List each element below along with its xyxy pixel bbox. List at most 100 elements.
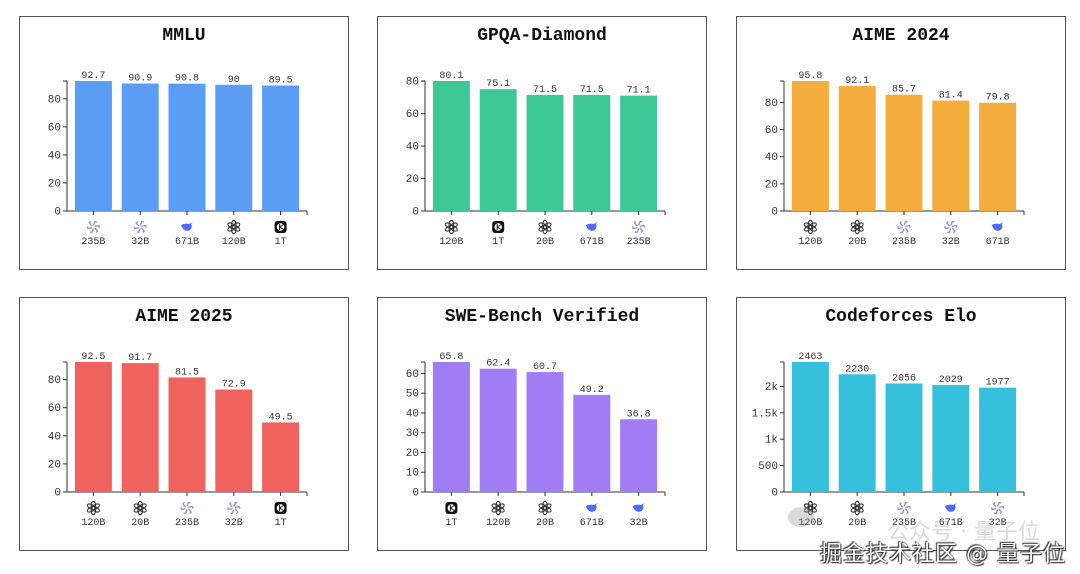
deepseek-icon	[944, 503, 957, 512]
x-tick-label: 20B	[536, 518, 554, 529]
y-tick-label: 40	[48, 150, 61, 162]
bar-value-label: 95.8	[798, 71, 822, 82]
bar-value-label: 90.8	[175, 74, 199, 85]
bar	[573, 394, 611, 492]
qwen-icon	[897, 220, 911, 234]
y-tick-label: 40	[48, 431, 61, 443]
x-tick-label: 120B	[798, 518, 822, 529]
bar	[168, 377, 206, 492]
x-tick-label: 1T	[275, 237, 287, 248]
bar	[979, 387, 1017, 492]
bar	[791, 362, 829, 492]
bar	[838, 374, 876, 492]
x-tick-label: 1T	[275, 518, 287, 529]
y-tick-label: 10	[406, 468, 419, 480]
bar	[479, 368, 517, 492]
x-tick-label: 120B	[486, 518, 510, 529]
chart-gpqa-diamond: 0 20 40 60 80 80.1 120B 75.1 1T 71.5 20B 71.5 671B 71…	[406, 71, 666, 248]
x-tick-label: 235B	[175, 518, 199, 529]
bar-value-label: 79.8	[986, 93, 1010, 104]
bar	[262, 422, 300, 492]
y-tick-label: 80	[765, 98, 778, 110]
bar	[215, 389, 253, 492]
bar	[432, 362, 470, 492]
y-tick-label: 50	[406, 389, 419, 401]
bar-value-label: 90	[228, 75, 240, 86]
bar-value-label: 49.2	[580, 385, 604, 396]
bar	[215, 84, 253, 211]
qwen-icon	[944, 220, 958, 234]
bar-value-label: 75.1	[486, 79, 510, 90]
y-tick-label: 0	[412, 488, 419, 500]
bar	[620, 95, 658, 211]
deepseek-icon	[585, 222, 598, 231]
bar-value-label: 65.8	[439, 352, 463, 363]
y-tick-label: 2k	[765, 382, 779, 394]
y-tick-label: 20	[406, 174, 419, 186]
bar-value-label: 81.5	[175, 367, 199, 378]
y-tick-label: 60	[406, 109, 419, 121]
bar-value-label: 71.5	[580, 85, 604, 96]
x-tick-label: 32B	[942, 237, 960, 248]
chart-swe-bench-verified: 0 10 20 30 40 50 60 65.8 1T 62.4 120B 60.7 20B 49.2 67…	[406, 352, 666, 529]
y-tick-label: 40	[765, 152, 778, 164]
kimi-icon	[274, 221, 287, 233]
y-tick-label: 500	[758, 461, 778, 473]
chart-panel-aime-2024: AIME 2024 0 20 40 60 80 95.8 120B 92.1 20B 85.7 23…	[736, 16, 1066, 270]
y-tick-label: 80	[406, 77, 419, 89]
bar-value-label: 91.7	[128, 353, 152, 364]
y-tick-label: 60	[48, 122, 61, 134]
qwen-icon	[990, 501, 1005, 515]
y-tick-label: 60	[406, 369, 419, 381]
qwen-icon	[180, 501, 194, 515]
x-tick-label: 1T	[445, 518, 457, 529]
x-tick-label: 235B	[892, 518, 916, 529]
x-tick-label: 671B	[175, 237, 199, 248]
bar-value-label: 90.9	[128, 74, 152, 85]
bar	[885, 383, 923, 492]
bar-value-label: 49.5	[269, 412, 293, 423]
wechat-bubble-icon	[788, 507, 814, 527]
bar-value-label: 1977	[986, 378, 1010, 389]
x-tick-label: 120B	[798, 237, 822, 248]
bar	[168, 83, 206, 211]
bar-value-label: 92.7	[81, 71, 105, 82]
bar	[932, 100, 970, 211]
deepseek-icon	[181, 222, 193, 231]
openai-icon	[538, 219, 552, 235]
watermark-faint: 公众号 · 量子位	[887, 520, 1040, 545]
x-tick-label: 1T	[492, 237, 504, 248]
openai-icon	[850, 500, 864, 516]
y-tick-label: 30	[406, 428, 419, 440]
chart-title: Codeforces Elo	[825, 307, 977, 327]
bar	[479, 89, 517, 211]
x-tick-label: 671B	[580, 518, 604, 529]
chart-aime-2025: 0 20 40 60 80 92.5 120B 91.7 20B 81.5 235B 72.9 32B 4…	[48, 352, 308, 529]
y-tick-label: 1k	[765, 435, 779, 447]
openai-icon	[803, 219, 817, 235]
x-tick-label: 120B	[81, 518, 105, 529]
x-tick-label: 20B	[848, 237, 866, 248]
y-tick-label: 60	[765, 125, 778, 137]
y-tick-label: 20	[765, 179, 778, 191]
deepseek-icon	[632, 503, 645, 512]
chart-codeforces-elo: 0 500 1k 1.5k 2k 2463 120B 2230 20B 2056 235B 2029 6…	[752, 352, 1025, 529]
x-tick-label: 235B	[892, 237, 916, 248]
y-tick-label: 0	[771, 488, 778, 500]
y-tick-label: 20	[406, 448, 419, 460]
bar-value-label: 72.9	[222, 380, 246, 391]
bar-value-label: 71.1	[627, 86, 651, 97]
x-tick-label: 235B	[627, 237, 651, 248]
openai-icon	[133, 500, 147, 516]
bar-value-label: 2230	[845, 364, 869, 375]
bar-value-label: 2463	[798, 352, 822, 363]
kimi-icon	[445, 502, 458, 514]
bar	[885, 94, 923, 211]
bar-value-label: 2056	[892, 373, 916, 384]
chart-title: AIME 2025	[135, 307, 233, 327]
x-tick-label: 20B	[848, 518, 866, 529]
chart-panel-aime-2025: AIME 2025 0 20 40 60 80 92.5 120B 91.7 20B 81.5 23…	[19, 297, 349, 551]
x-tick-label: 32B	[225, 518, 243, 529]
bar	[74, 362, 112, 492]
bar	[74, 81, 112, 211]
